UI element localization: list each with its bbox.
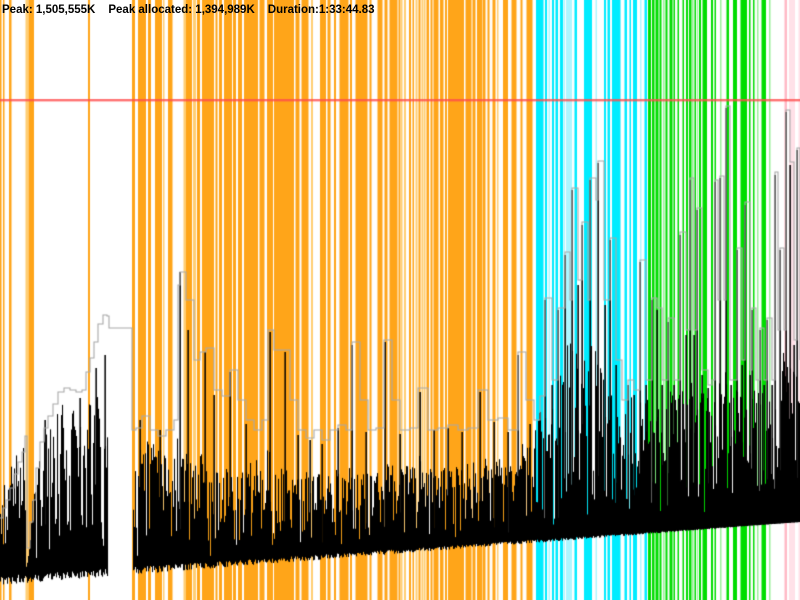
peak-label: Peak: (2, 4, 33, 16)
header-stats: Peak: 1,505,555K Peak allocated: 1,394,98… (2, 3, 375, 17)
peak-allocated-label: Peak allocated: (108, 4, 193, 16)
peak-value: 1,505,555K (35, 4, 96, 16)
peak-allocated-value: 1,394,989K (195, 4, 255, 16)
duration-label: Duration: (267, 4, 319, 16)
duration-value: 1:33:44.83 (318, 4, 375, 16)
